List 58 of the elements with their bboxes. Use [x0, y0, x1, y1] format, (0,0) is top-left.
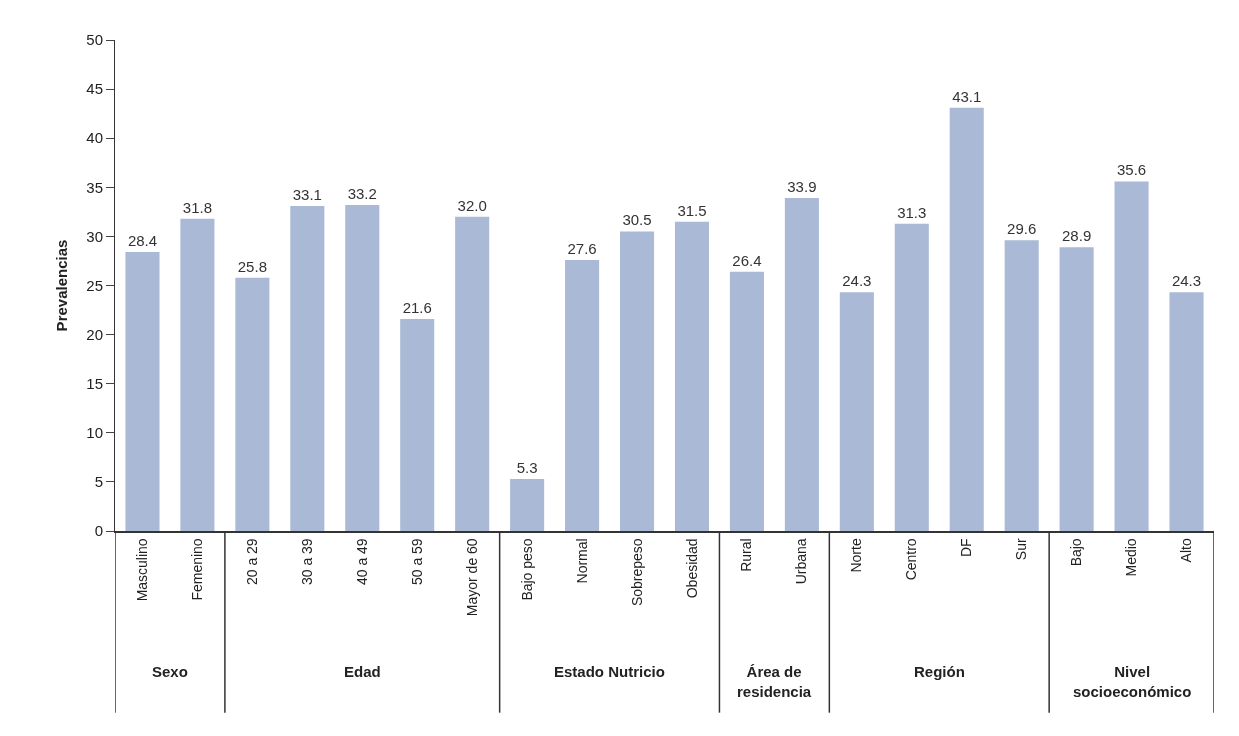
data-label: 35.6: [1116, 161, 1147, 179]
y-tick-label: 10: [86, 424, 103, 442]
x-tick-label: 50 a 59: [408, 538, 425, 586]
text: Área de residencia: [737, 663, 812, 700]
x-tick-label: 40 a 49: [353, 538, 370, 586]
data-label: 33.1: [292, 185, 322, 203]
x-tick-label: Norte: [848, 538, 865, 573]
x-tick-label: Bajo: [1068, 538, 1085, 567]
data-label: 29.6: [1007, 220, 1037, 238]
x-tick-label: Masculino: [134, 538, 151, 602]
x-tick-label: Femenino: [188, 538, 205, 601]
x-tick-label: 20 a 29: [243, 538, 260, 586]
data-label: 28.4: [127, 232, 158, 250]
text: Estado Nutricio: [554, 663, 665, 680]
y-tick-label: 45: [86, 80, 103, 98]
data-label: 31.3: [897, 203, 927, 221]
y-tick-label: 25: [86, 276, 103, 294]
y-tick-label: 20: [86, 325, 103, 343]
data-label: 28.9: [1062, 227, 1092, 245]
text: Región: [914, 663, 965, 680]
data-label: 30.5: [622, 211, 652, 229]
x-tick-label: Normal: [573, 538, 590, 584]
data-label: 32.0: [457, 196, 487, 214]
x-tick-label: DF: [958, 538, 975, 558]
text: Edad: [344, 663, 381, 680]
x-tick-label: Obesidad: [683, 538, 700, 599]
data-label: 31.5: [677, 201, 707, 219]
data-label: 24.3: [1171, 272, 1202, 290]
y-tick-label: 35: [86, 178, 103, 196]
y-tick-label: 0: [94, 522, 103, 540]
x-tick-label: Rural: [738, 538, 755, 572]
x-tick-label: Sobrepeso: [628, 538, 645, 607]
text: Sexo: [152, 663, 188, 680]
text: Nivel socioeconómico: [1073, 663, 1192, 700]
x-tick-label: Urbana: [793, 538, 810, 585]
data-label: 5.3: [516, 458, 538, 476]
x-tick-label: Medio: [1123, 538, 1140, 577]
y-tick-label: 5: [94, 473, 103, 491]
data-label: 31.8: [182, 198, 213, 216]
data-label: 21.6: [402, 298, 432, 316]
data-label: 26.4: [732, 251, 762, 269]
x-tick-label: Sur: [1013, 538, 1030, 561]
x-tick-label: Mayor de 60: [463, 538, 480, 617]
y-axis-title: Prevalencias: [52, 239, 70, 332]
x-tick-label: Bajo peso: [518, 538, 535, 601]
data-label: 27.6: [567, 239, 597, 257]
y-tick-label: 50: [86, 31, 103, 49]
data-label: 43.1: [952, 87, 982, 105]
x-tick-label: Alto: [1178, 538, 1195, 563]
data-label: 33.9: [787, 178, 817, 196]
data-label: 24.3: [842, 272, 872, 290]
x-tick-label: Centro: [903, 538, 920, 581]
data-label: 33.2: [347, 184, 377, 202]
x-tick-label: 30 a 39: [298, 538, 315, 586]
y-tick-label: 40: [86, 129, 103, 147]
data-label: 25.8: [237, 257, 267, 275]
y-tick-label: 15: [86, 374, 103, 392]
y-tick-label: 30: [86, 227, 103, 245]
